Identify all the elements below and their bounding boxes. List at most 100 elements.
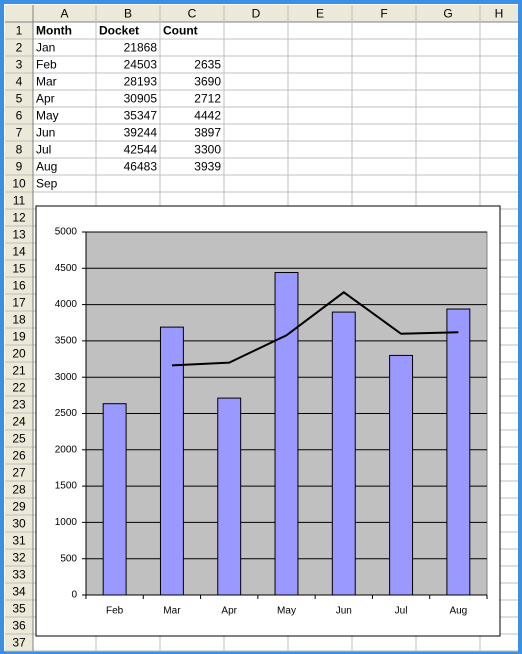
cell[interactable]: Jul bbox=[36, 143, 51, 157]
bar bbox=[331, 311, 356, 596]
row-header[interactable]: 26 bbox=[12, 449, 26, 463]
cell[interactable]: 30905 bbox=[124, 92, 158, 106]
cell[interactable]: May bbox=[36, 109, 59, 123]
row-header-bar bbox=[5, 22, 33, 651]
row-header[interactable]: 22 bbox=[12, 381, 26, 395]
y-tick-label: 1500 bbox=[55, 481, 78, 492]
cell[interactable]: 3300 bbox=[194, 143, 221, 157]
column-header[interactable]: E bbox=[316, 7, 324, 21]
row-header[interactable]: 9 bbox=[16, 160, 23, 174]
y-tick-label: 5000 bbox=[55, 227, 78, 238]
cell[interactable]: Sep bbox=[36, 177, 58, 191]
y-tick-label: 1000 bbox=[55, 517, 78, 528]
cell[interactable]: 39244 bbox=[124, 126, 158, 140]
row-header[interactable]: 8 bbox=[16, 143, 23, 157]
x-tick-label: Feb bbox=[106, 606, 124, 617]
cell[interactable]: 21868 bbox=[124, 41, 158, 55]
row-header[interactable]: 34 bbox=[12, 585, 26, 599]
x-tick-label: Jun bbox=[336, 606, 352, 617]
column-header[interactable]: F bbox=[380, 7, 387, 21]
column-header[interactable]: D bbox=[252, 7, 261, 21]
row-header[interactable]: 32 bbox=[12, 551, 26, 565]
y-tick-label: 3000 bbox=[55, 372, 78, 383]
row-header[interactable]: 2 bbox=[16, 41, 23, 55]
row-header[interactable]: 17 bbox=[12, 296, 26, 310]
row-header[interactable]: 31 bbox=[12, 534, 26, 548]
y-tick-label: 4000 bbox=[55, 299, 78, 310]
cell[interactable]: Apr bbox=[36, 92, 55, 106]
row-header[interactable]: 36 bbox=[12, 619, 26, 633]
x-tick-label: Jul bbox=[395, 606, 408, 617]
cell[interactable]: 3939 bbox=[194, 160, 221, 174]
row-header[interactable]: 30 bbox=[12, 517, 26, 531]
row-header[interactable]: 15 bbox=[12, 262, 26, 276]
row-header[interactable]: 14 bbox=[12, 245, 26, 259]
row-header[interactable]: 12 bbox=[12, 211, 26, 225]
y-tick-label: 4500 bbox=[55, 263, 78, 274]
row-header[interactable]: 6 bbox=[16, 109, 23, 123]
row-header[interactable]: 5 bbox=[16, 92, 23, 106]
x-tick-label: Apr bbox=[221, 606, 237, 617]
cell[interactable]: 24503 bbox=[124, 58, 158, 72]
cell[interactable]: 46483 bbox=[124, 160, 158, 174]
bar bbox=[217, 397, 242, 596]
row-header[interactable]: 29 bbox=[12, 500, 26, 514]
cell[interactable]: 3897 bbox=[194, 126, 221, 140]
row-header[interactable]: 13 bbox=[12, 228, 26, 242]
cell[interactable]: 4442 bbox=[194, 109, 221, 123]
column-header[interactable]: C bbox=[188, 7, 197, 21]
column-header[interactable]: H bbox=[495, 7, 504, 21]
x-tick-label: Aug bbox=[449, 606, 467, 617]
row-header[interactable]: 33 bbox=[12, 568, 26, 582]
row-header[interactable]: 25 bbox=[12, 432, 26, 446]
row-header[interactable]: 4 bbox=[16, 75, 23, 89]
cell[interactable]: Month bbox=[36, 24, 72, 38]
row-header[interactable]: 20 bbox=[12, 347, 26, 361]
row-header[interactable]: 21 bbox=[12, 364, 26, 378]
column-header[interactable]: G bbox=[443, 7, 452, 21]
row-header[interactable]: 24 bbox=[12, 415, 26, 429]
row-header[interactable]: 11 bbox=[13, 194, 26, 208]
row-header[interactable]: 16 bbox=[12, 279, 26, 293]
row-header[interactable]: 35 bbox=[12, 602, 26, 616]
bar bbox=[274, 272, 299, 596]
cell[interactable]: Jun bbox=[36, 126, 55, 140]
cell[interactable]: Mar bbox=[36, 75, 57, 89]
column-header[interactable]: A bbox=[60, 7, 68, 21]
cell[interactable]: 42544 bbox=[124, 143, 158, 157]
cell[interactable]: 28193 bbox=[124, 75, 158, 89]
cell[interactable]: Aug bbox=[36, 160, 57, 174]
row-header[interactable]: 27 bbox=[12, 466, 26, 480]
bar bbox=[446, 308, 471, 596]
y-tick-label: 0 bbox=[71, 590, 77, 601]
x-tick-label: May bbox=[277, 606, 296, 617]
cell[interactable]: 2635 bbox=[194, 58, 221, 72]
cell[interactable]: Docket bbox=[99, 24, 139, 38]
row-header[interactable]: 1 bbox=[16, 24, 23, 38]
row-header[interactable]: 28 bbox=[12, 483, 26, 497]
cell[interactable]: 3690 bbox=[194, 75, 221, 89]
cell[interactable]: 2712 bbox=[194, 92, 221, 106]
cell[interactable]: Count bbox=[163, 24, 198, 38]
row-header[interactable]: 10 bbox=[12, 177, 26, 191]
cell[interactable]: Feb bbox=[36, 58, 57, 72]
bar bbox=[389, 354, 414, 596]
line bbox=[171, 291, 459, 367]
row-header[interactable]: 23 bbox=[12, 398, 26, 412]
y-tick-label: 500 bbox=[60, 553, 77, 564]
row-header[interactable]: 19 bbox=[12, 330, 26, 344]
x-tick-label: Mar bbox=[163, 606, 181, 617]
column-header-bar bbox=[5, 5, 518, 22]
row-header[interactable]: 18 bbox=[12, 313, 26, 327]
cell[interactable]: 35347 bbox=[124, 109, 158, 123]
row-header[interactable]: 7 bbox=[16, 126, 23, 140]
y-tick-label: 2000 bbox=[55, 444, 78, 455]
row-header[interactable]: 37 bbox=[12, 636, 26, 650]
row-header[interactable]: 3 bbox=[16, 58, 23, 72]
column-header[interactable]: B bbox=[124, 7, 132, 21]
cell[interactable]: Jan bbox=[36, 41, 55, 55]
bar bbox=[159, 326, 184, 596]
bar bbox=[102, 403, 127, 596]
